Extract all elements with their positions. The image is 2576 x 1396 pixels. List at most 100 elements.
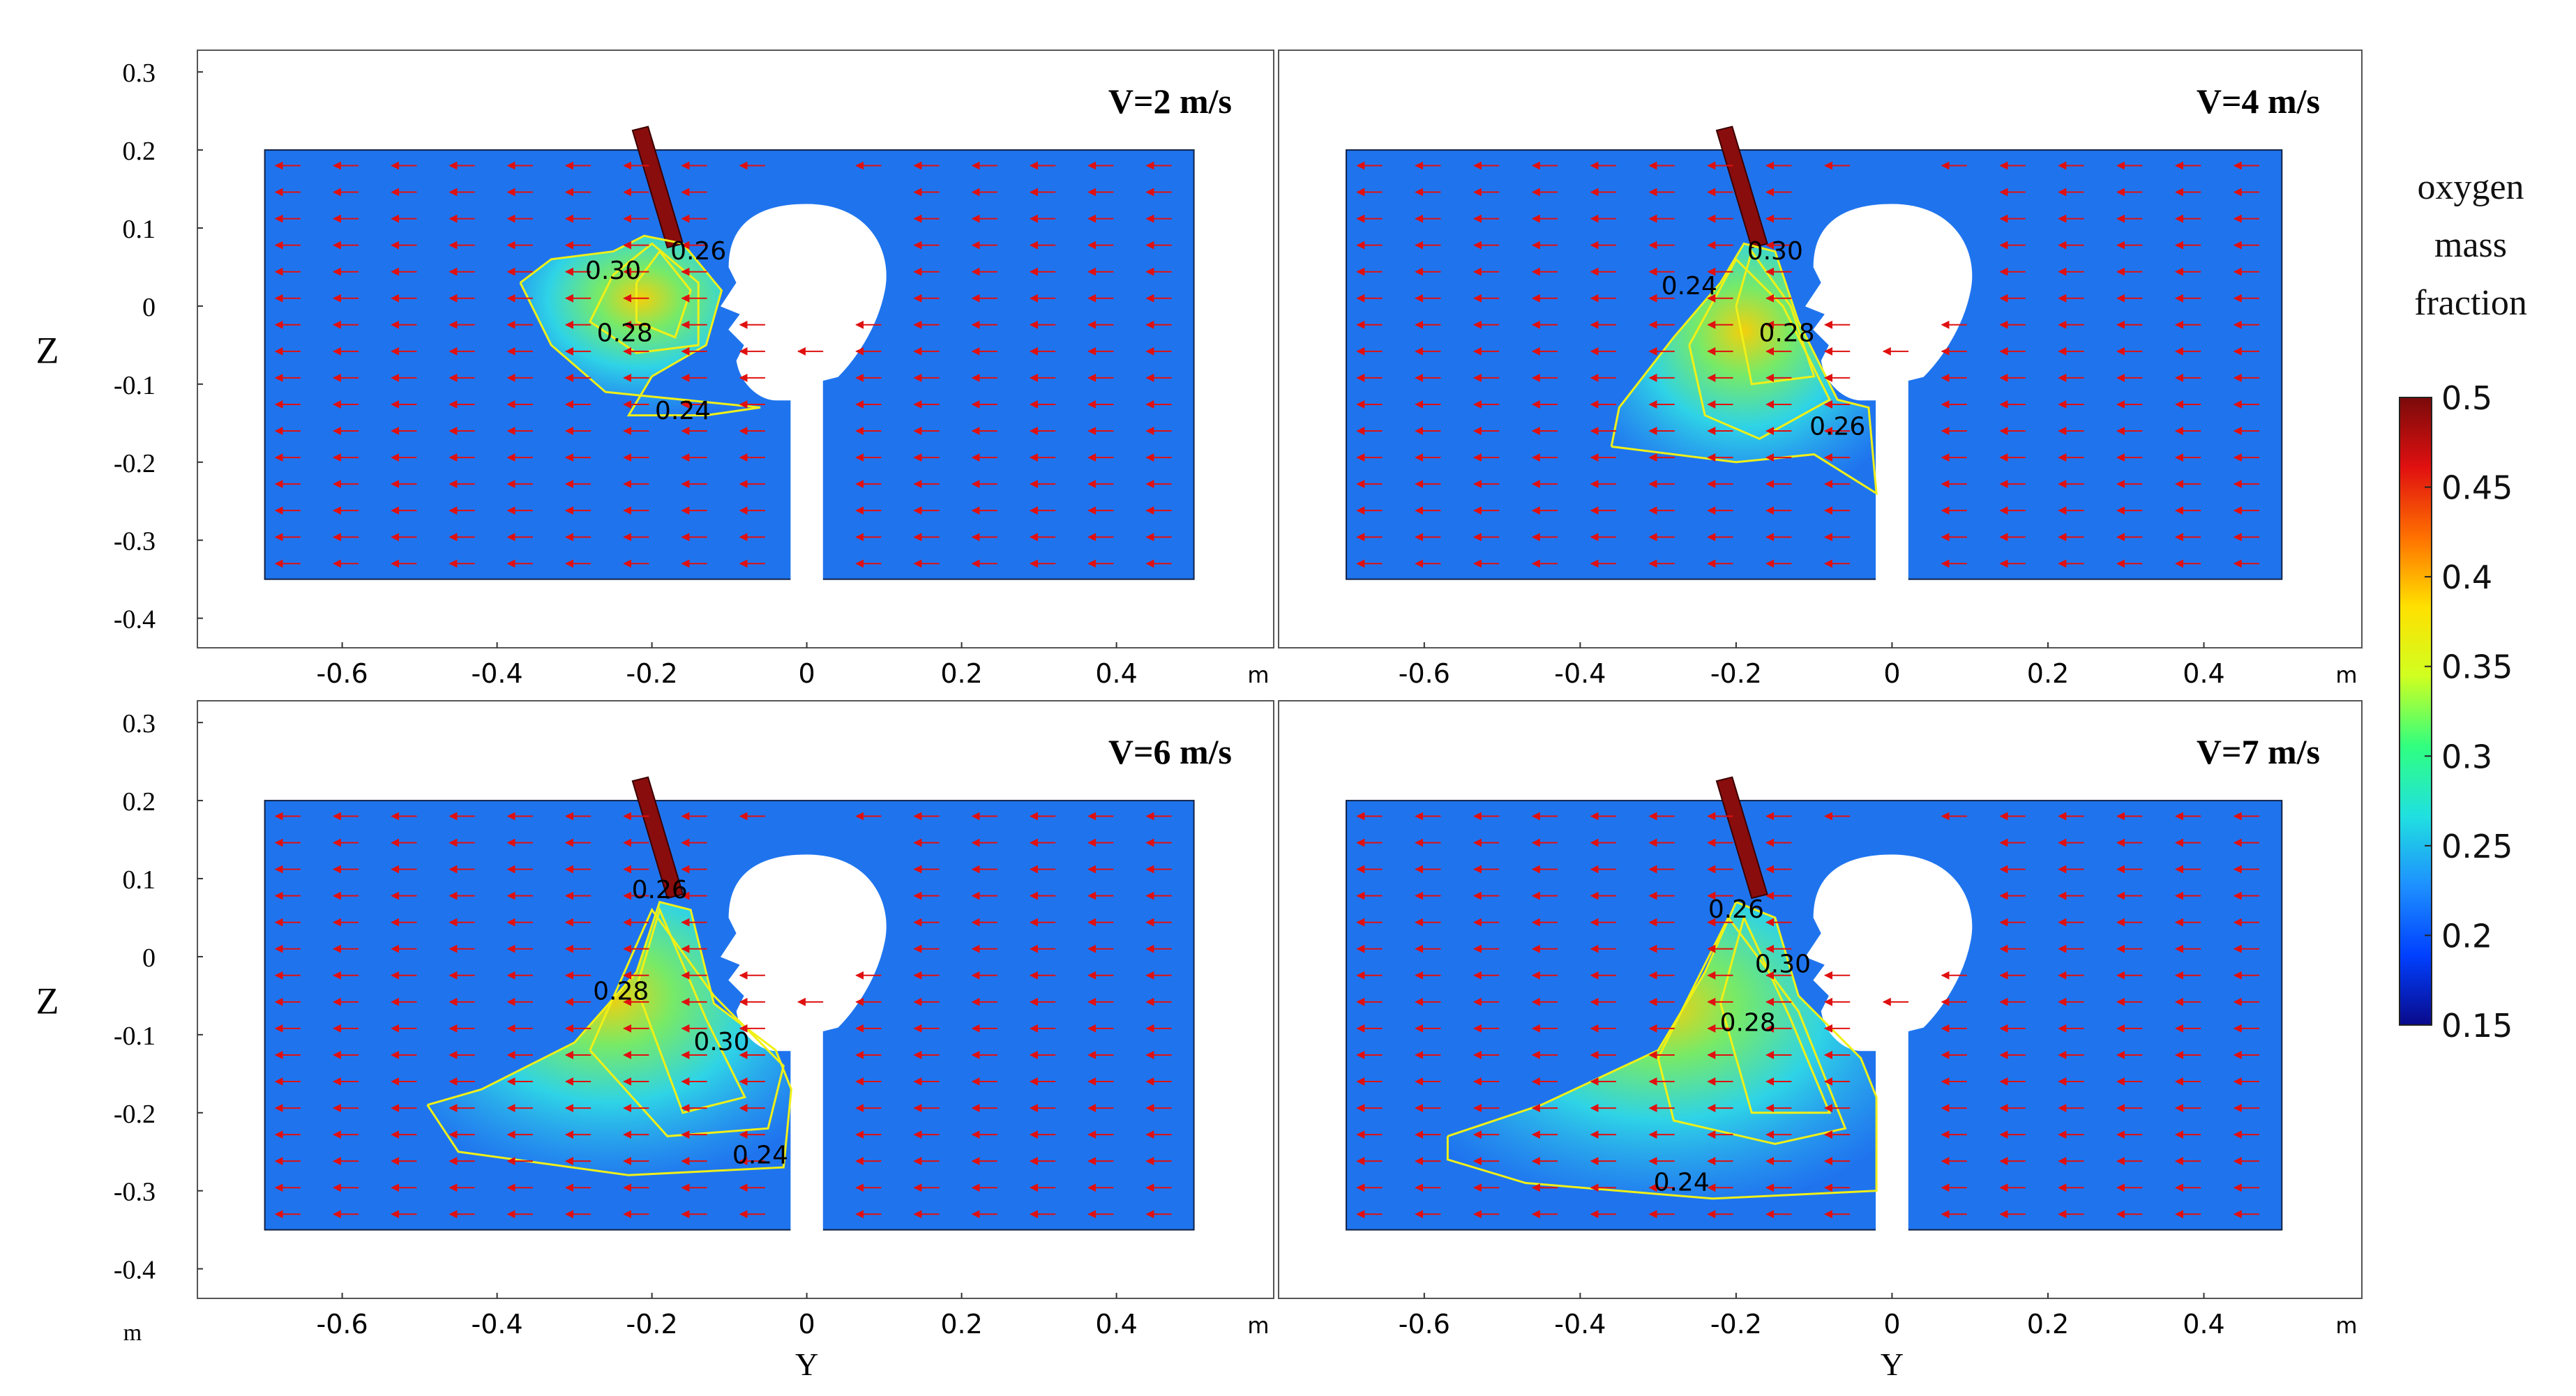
y-tick-label: 0.4 xyxy=(2183,1309,2224,1340)
y-tick-label: 0 xyxy=(799,658,815,689)
y-tick-label: -0.2 xyxy=(1710,1309,1762,1340)
colorbar-tick-label: 0.4 xyxy=(2441,559,2492,596)
colorbar-tick-label: 0.3 xyxy=(2441,738,2492,775)
z-tick-label: -0.2 xyxy=(114,1100,156,1129)
velocity-arrows xyxy=(274,812,1172,1219)
z-tick-label: -0.4 xyxy=(114,605,156,635)
z-tick-label: -0.3 xyxy=(114,527,156,556)
oxygen-plume xyxy=(1611,243,1877,494)
colorbar-title-line2: mass xyxy=(2434,225,2507,265)
y-tick-label: 0.2 xyxy=(940,658,982,689)
contour-line xyxy=(519,234,761,417)
y-tick-label: 0.2 xyxy=(940,1309,982,1340)
y-tick-label: -0.6 xyxy=(317,1309,368,1340)
z-tick-label: -0.3 xyxy=(114,1178,156,1207)
panel-title: V=7 m/s xyxy=(2197,732,2320,771)
contour-label: 0.28 xyxy=(597,319,653,347)
contour-label: 0.28 xyxy=(1758,319,1814,347)
z-tick-label: 0.1 xyxy=(123,215,156,244)
z-unit-label: m xyxy=(123,1320,142,1346)
unit-label: m xyxy=(1247,662,1269,688)
contour-line xyxy=(1657,916,1847,1146)
colorbar: oxygen mass fraction 0.50.450.40.350.30.… xyxy=(2399,167,2527,1045)
z-tick-label: -0.1 xyxy=(114,1022,156,1051)
y-tick-label: -0.4 xyxy=(1554,658,1606,689)
contour-line xyxy=(588,242,700,354)
y-tick-label: -0.2 xyxy=(626,1309,678,1340)
y-tick-label: 0.4 xyxy=(1095,658,1137,689)
contour-line xyxy=(635,250,692,339)
panels-group: 0.260.300.280.24V=2 m/s-0.6 -0.4 -0.2 0 0.2 0… xyxy=(36,50,2363,1382)
colorbar-tick-label: 0.2 xyxy=(2441,917,2492,955)
contour-line xyxy=(589,907,785,1137)
oxygen-plume xyxy=(520,236,760,416)
panel-title: V=2 m/s xyxy=(1108,82,1232,121)
contour-label: 0.28 xyxy=(593,978,649,1006)
colorbar-tick-label: 0.15 xyxy=(2441,1007,2513,1045)
head-silhouette xyxy=(720,854,887,1235)
oxygen-plume xyxy=(427,902,792,1176)
colorbar-title-line1: oxygen xyxy=(2417,167,2524,207)
contour-label: 0.28 xyxy=(1720,1008,1776,1037)
y-tick-label: -0.4 xyxy=(1554,1309,1606,1340)
y-tick-label: 0 xyxy=(1883,658,1900,689)
unit-label: m xyxy=(2335,662,2357,688)
contour-label: 0.24 xyxy=(732,1141,788,1170)
z-tick-label: 0.2 xyxy=(123,137,156,166)
panel-title: V=6 m/s xyxy=(1108,732,1232,771)
z-tick-label: 0 xyxy=(142,943,156,973)
colorbar-tick-label: 0.5 xyxy=(2441,379,2492,417)
colorbar-scale xyxy=(2399,397,2432,1026)
panel-title: V=4 m/s xyxy=(2197,82,2320,121)
z-tick-label: -0.4 xyxy=(114,1256,156,1285)
z-tick-label: 0.2 xyxy=(123,787,156,817)
y-tick-label: -0.6 xyxy=(1399,1309,1450,1340)
z-tick-label: -0.1 xyxy=(114,371,156,400)
y-tick-label: 0.4 xyxy=(1095,1309,1137,1340)
panel: 0.26 0.30 0.28 0.24 V=7 m/s -0.6 -0.4 -0.2 0 0.2 0… xyxy=(1278,700,2363,1382)
z-tick-label: 0.3 xyxy=(123,59,156,88)
y-tick-label: 0.4 xyxy=(2183,658,2224,689)
z-tick-label: 0.1 xyxy=(123,865,156,895)
contour-line xyxy=(1719,914,1832,1114)
velocity-arrows xyxy=(274,161,1172,568)
unit-label: m xyxy=(1247,1312,1269,1339)
y-tick-label: -0.2 xyxy=(626,658,678,689)
panel: 0.260.280.300.24V=6 m/s-0.6 -0.4 -0.2 0 0.2 0… xyxy=(36,700,1274,1382)
velocity-arrows xyxy=(1356,812,2259,1219)
head-silhouette xyxy=(1805,854,1973,1235)
y-axis-label: Y xyxy=(795,1346,818,1382)
y-tick-label: -0.4 xyxy=(472,1309,523,1340)
z-tick-label: -0.2 xyxy=(114,449,156,478)
contour-line xyxy=(635,906,746,1114)
contour-label: 0.24 xyxy=(1662,272,1717,301)
y-tick-label: -0.6 xyxy=(317,658,368,689)
fluid-domain xyxy=(264,149,1195,580)
panel: 0.260.300.280.24V=2 m/s-0.6 -0.4 -0.2 0 0.2 0… xyxy=(36,50,1274,689)
y-tick-label: -0.4 xyxy=(472,658,523,689)
contour-line xyxy=(426,900,792,1176)
contour-label: 0.30 xyxy=(1755,950,1811,978)
contour-label: 0.24 xyxy=(655,397,711,425)
contour-label: 0.26 xyxy=(670,237,726,266)
colorbar-tick-label: 0.25 xyxy=(2441,828,2513,865)
y-axis-label: Y xyxy=(1881,1346,1904,1382)
y-tick-label: -0.6 xyxy=(1399,658,1450,689)
contour-line xyxy=(1688,257,1831,440)
y-tick-label: 0.2 xyxy=(2027,658,2069,689)
contour-label: 0.30 xyxy=(585,257,641,285)
y-tick-label: 0.2 xyxy=(2027,1309,2069,1340)
y-tick-label: 0 xyxy=(1883,1309,1900,1340)
colorbar-ticks: 0.5 0.45 0.4 0.35 0.3 0.25 0.2 0.15 xyxy=(2425,379,2513,1045)
panel: 0.30 0.24 0.28 0.26 V=4 m/s -0.6 -0.4 -0.2 0 0.2 0… xyxy=(1278,50,2363,689)
contour-line xyxy=(1735,249,1816,386)
y-tick-label: -0.2 xyxy=(1710,658,1762,689)
head-silhouette xyxy=(1805,204,1973,584)
z-axis-label: Z xyxy=(36,980,59,1022)
z-tick-label: 0 xyxy=(142,293,156,322)
contour-line xyxy=(1610,242,1878,496)
z-axis-label: Z xyxy=(36,330,59,372)
y-tick-label: 0 xyxy=(799,1309,815,1340)
velocity-arrows xyxy=(1356,161,2259,568)
